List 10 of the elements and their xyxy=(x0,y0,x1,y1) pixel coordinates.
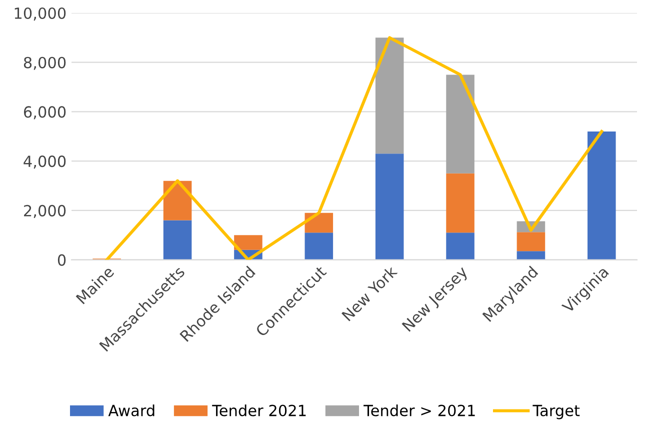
y-tick-label: 0 xyxy=(58,254,66,266)
y-tick-label: 10,000 xyxy=(14,7,66,21)
y-tick-label: 4,000 xyxy=(24,156,66,169)
y-tick-label: 2,000 xyxy=(24,204,66,218)
legend-label: Target xyxy=(532,404,580,420)
y-tick-label: 6,000 xyxy=(24,106,66,120)
legend-label: Tender > 2021 xyxy=(364,404,475,416)
y-tick-label: 8,000 xyxy=(24,56,66,70)
legend-label: Award xyxy=(108,404,154,416)
legend-label: Tender 2021 xyxy=(212,404,306,416)
